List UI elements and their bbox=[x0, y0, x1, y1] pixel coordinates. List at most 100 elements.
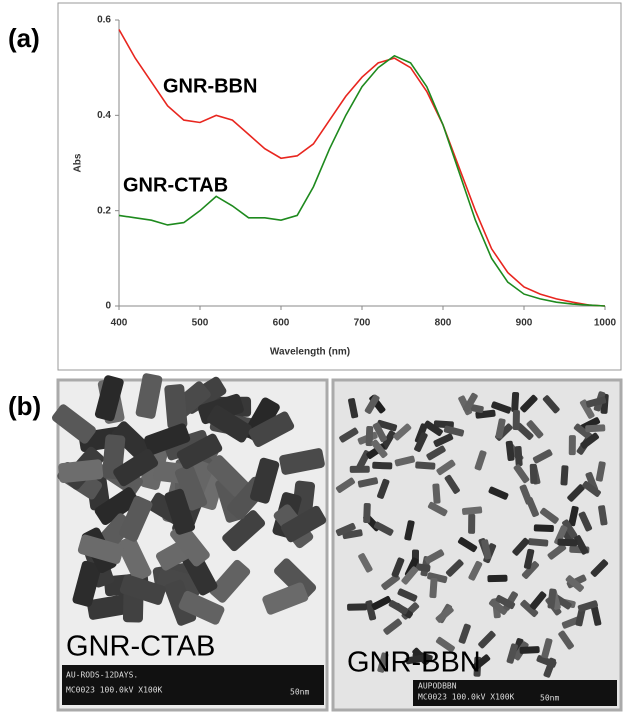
rod bbox=[457, 537, 478, 553]
panel-label: (a) bbox=[8, 23, 40, 53]
rod bbox=[512, 537, 530, 556]
rod bbox=[488, 486, 509, 500]
rod bbox=[512, 410, 520, 431]
rod bbox=[598, 505, 608, 526]
rod bbox=[94, 487, 140, 525]
rod bbox=[424, 549, 445, 564]
rod bbox=[376, 419, 398, 432]
rod bbox=[585, 424, 606, 433]
rod bbox=[164, 488, 196, 535]
rod bbox=[52, 404, 96, 444]
rod bbox=[474, 450, 487, 471]
rod bbox=[405, 654, 426, 665]
rod bbox=[222, 510, 266, 552]
caption: 50nm bbox=[290, 688, 309, 697]
rod bbox=[427, 572, 448, 584]
rod bbox=[487, 574, 508, 583]
rod bbox=[347, 603, 368, 611]
rod bbox=[209, 559, 251, 603]
rod bbox=[513, 464, 530, 484]
rod bbox=[577, 600, 598, 612]
rod bbox=[511, 392, 520, 413]
rod bbox=[391, 557, 405, 578]
rod bbox=[381, 573, 400, 590]
rod bbox=[414, 432, 428, 452]
rod bbox=[554, 525, 568, 546]
rod bbox=[565, 575, 584, 592]
x-tick-label: 500 bbox=[192, 318, 209, 329]
rod bbox=[113, 448, 159, 487]
rod bbox=[206, 455, 249, 498]
rod bbox=[427, 501, 448, 517]
rod bbox=[585, 471, 599, 492]
rod bbox=[383, 618, 402, 635]
rod bbox=[118, 495, 153, 542]
rod bbox=[435, 636, 455, 653]
rod bbox=[404, 520, 415, 541]
chart-frame bbox=[57, 2, 622, 371]
rod bbox=[547, 543, 567, 560]
rod bbox=[279, 448, 325, 475]
rod bbox=[471, 654, 491, 671]
rod bbox=[532, 449, 553, 464]
rod bbox=[574, 535, 589, 555]
rod bbox=[540, 507, 559, 524]
rod bbox=[377, 652, 389, 673]
rod bbox=[372, 422, 387, 443]
rod bbox=[444, 474, 460, 494]
rod bbox=[174, 464, 208, 511]
x-axis-label: Wavelength (nm) bbox=[270, 347, 350, 358]
rod bbox=[335, 522, 356, 537]
y-tick-label: 0 bbox=[105, 301, 111, 312]
rod bbox=[590, 559, 609, 577]
rod bbox=[558, 630, 574, 650]
rod bbox=[562, 519, 578, 539]
rod bbox=[117, 535, 152, 582]
caption: MC0023 100.0kV X100K bbox=[66, 686, 163, 695]
rod bbox=[463, 392, 478, 413]
caption: 50nm bbox=[540, 694, 559, 703]
rod bbox=[526, 420, 544, 439]
rod bbox=[542, 395, 560, 414]
x-tick-label: 700 bbox=[354, 318, 371, 329]
rod bbox=[72, 560, 102, 607]
rod bbox=[432, 483, 441, 504]
rod bbox=[443, 425, 465, 437]
rod bbox=[521, 561, 539, 579]
y-tick-label: 0.6 bbox=[97, 15, 111, 26]
rod bbox=[580, 432, 599, 449]
rod bbox=[579, 399, 595, 419]
rod bbox=[458, 623, 471, 644]
rod bbox=[380, 430, 396, 450]
rod bbox=[77, 534, 124, 564]
rod bbox=[119, 574, 166, 605]
image-label: GNR-BBN bbox=[347, 647, 481, 679]
rod bbox=[514, 445, 523, 467]
rod bbox=[164, 384, 188, 430]
rod bbox=[519, 646, 540, 654]
x-tick-label: 800 bbox=[435, 318, 452, 329]
rod bbox=[533, 524, 554, 532]
rod bbox=[557, 538, 578, 547]
x-tick-label: 1000 bbox=[594, 318, 617, 329]
rod bbox=[248, 411, 295, 448]
rod bbox=[429, 577, 438, 599]
rod bbox=[582, 481, 601, 497]
rod bbox=[578, 511, 593, 532]
rod bbox=[178, 590, 225, 625]
rod bbox=[529, 463, 538, 484]
rod bbox=[568, 435, 576, 456]
rod bbox=[505, 440, 515, 461]
rod bbox=[388, 600, 409, 615]
series-label: GNR-BBN bbox=[163, 75, 257, 97]
rod bbox=[568, 505, 579, 527]
rod bbox=[393, 423, 412, 441]
rod bbox=[401, 566, 419, 585]
rod bbox=[176, 433, 223, 470]
rod bbox=[560, 465, 569, 486]
rod bbox=[363, 502, 371, 524]
rod bbox=[515, 422, 534, 440]
x-tick-label: 400 bbox=[111, 318, 128, 329]
y-tick-label: 0.4 bbox=[97, 110, 111, 121]
